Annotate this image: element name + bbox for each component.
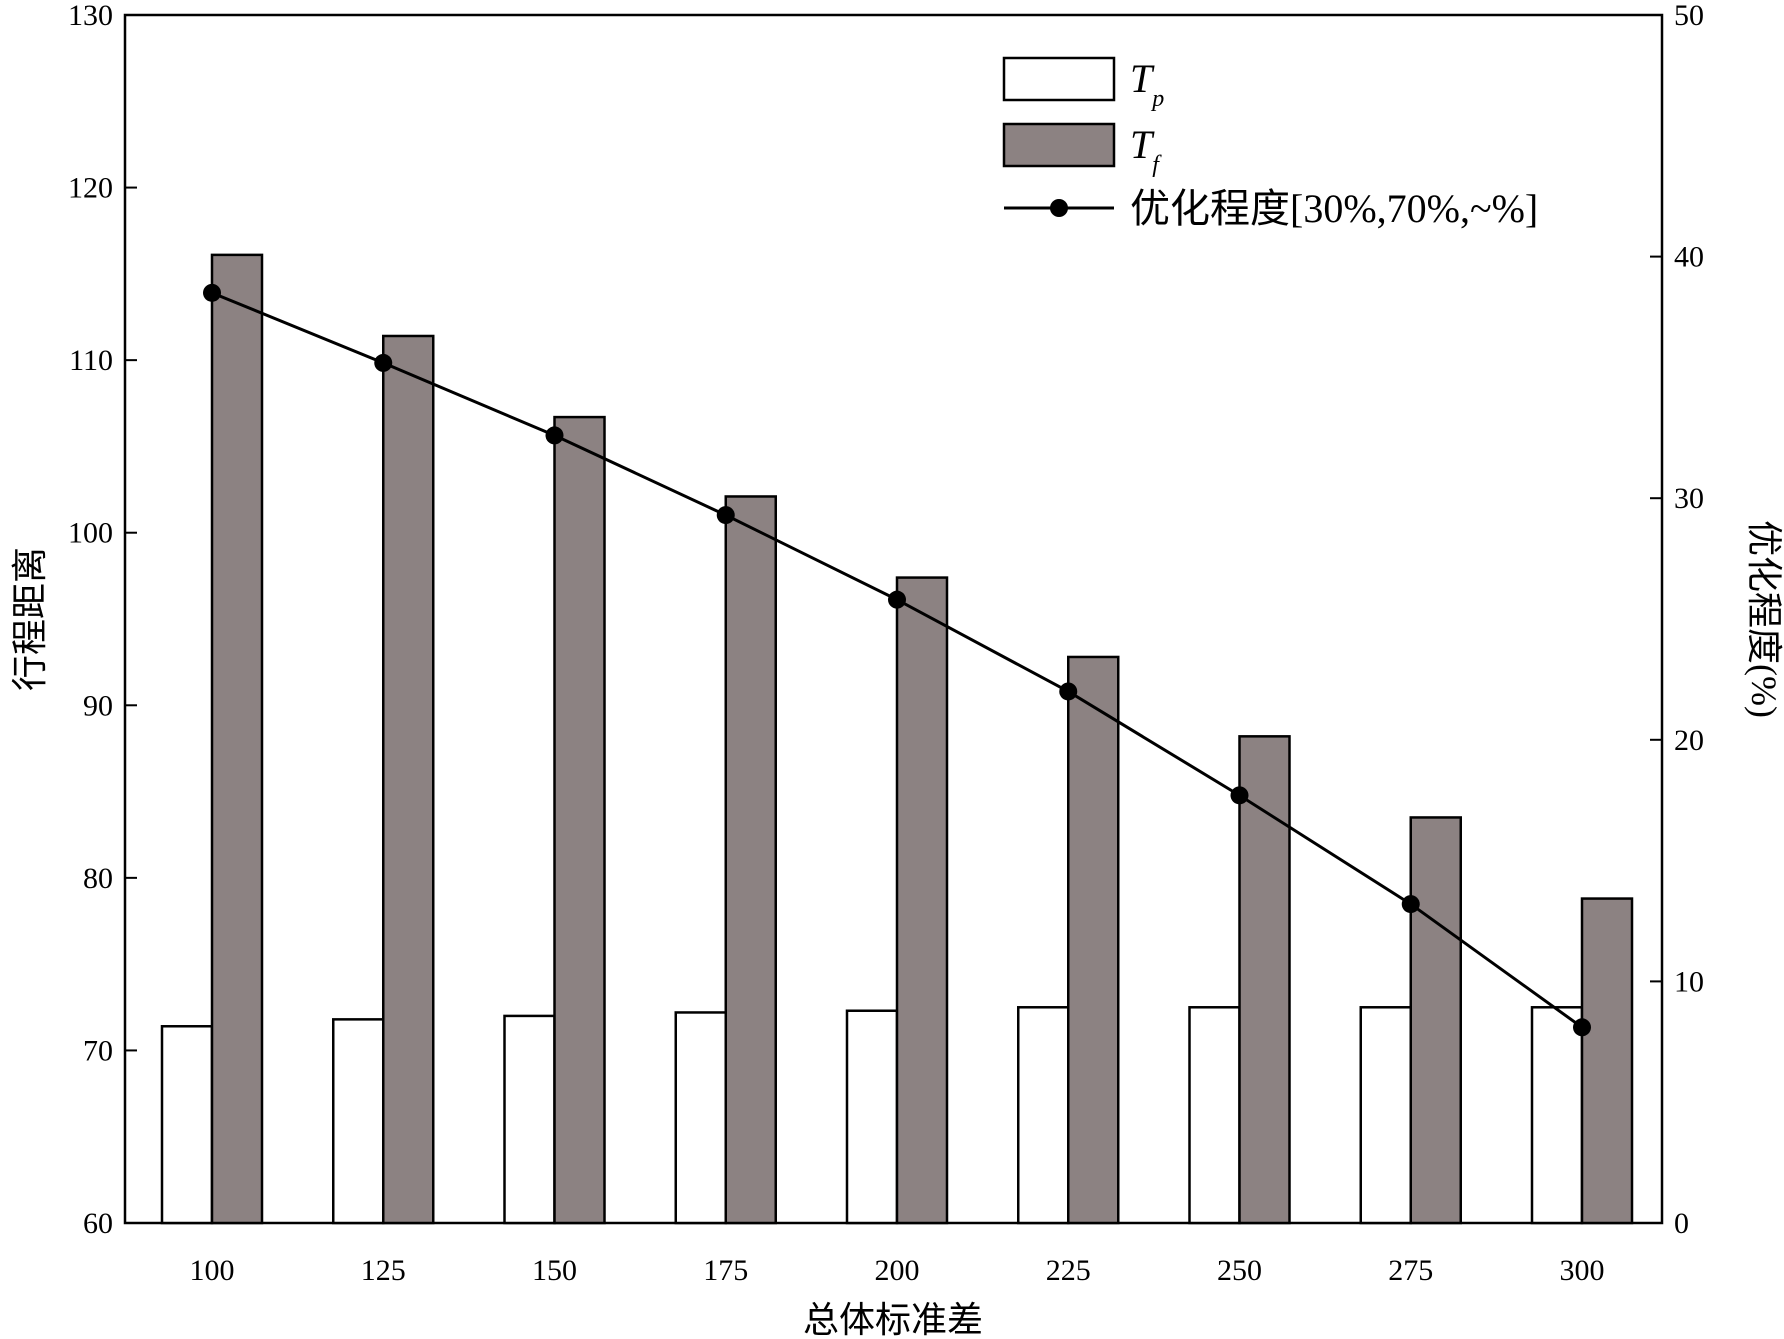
x-tick-label: 275 — [1388, 1254, 1433, 1287]
bar-tp — [1017, 1006, 1070, 1225]
x-tick-label: 100 — [190, 1254, 235, 1287]
x-tick-label: 200 — [875, 1254, 920, 1287]
legend-swatch-tf — [1002, 122, 1116, 168]
bar-tp — [503, 1014, 556, 1225]
x-axis: 100 125 150 175 200 225 250 275 300 — [190, 1254, 1605, 1287]
bar-tp — [1530, 1006, 1584, 1225]
bar-tf — [210, 253, 264, 1225]
line-point — [1401, 895, 1420, 914]
y2-tick-label: 10 — [1674, 965, 1704, 998]
bars-tf — [210, 253, 1634, 1225]
bar-tp — [160, 1025, 214, 1225]
y-tick-label: 130 — [68, 0, 113, 32]
y-tick-label: 80 — [83, 862, 113, 895]
y2-tick-label: 0 — [1674, 1207, 1689, 1240]
legend-label-tf: Tf — [1130, 122, 1162, 178]
legend-swatch-marker — [1050, 199, 1068, 217]
bar-tf — [724, 495, 777, 1225]
y-tick-label: 90 — [83, 689, 113, 722]
legend-label-line: 优化程度[30%,70%,~%] — [1130, 186, 1538, 231]
y2-tick-label: 50 — [1674, 0, 1704, 32]
x-tick-label: 175 — [703, 1254, 748, 1287]
bar-tp — [1188, 1006, 1241, 1225]
line-point — [888, 590, 906, 609]
bar-tf — [895, 576, 949, 1225]
x-tick-label: 225 — [1046, 1254, 1091, 1287]
line-point — [374, 353, 393, 372]
line-point — [716, 506, 735, 525]
bar-tf — [382, 334, 435, 1225]
line-point — [1059, 682, 1078, 701]
bar-tf — [1409, 816, 1462, 1225]
x-tick-label: 250 — [1217, 1254, 1262, 1287]
bars-tp — [160, 1006, 1584, 1225]
legend-swatch-tp — [1002, 56, 1116, 102]
y-tick-label: 70 — [83, 1034, 113, 1067]
x-tick-label: 300 — [1560, 1254, 1605, 1287]
y2-tick-label: 40 — [1674, 241, 1704, 274]
y2-axis-title: 优化程度(%) — [1744, 520, 1784, 718]
bar-tp — [674, 1011, 727, 1225]
x-tick-label: 125 — [361, 1254, 406, 1287]
line-point — [1573, 1018, 1591, 1037]
y2-tick-label: 20 — [1674, 724, 1704, 757]
y-axis-title: 行程距离 — [10, 547, 50, 691]
right-axis: 0 10 20 30 40 50 — [1650, 0, 1704, 1240]
line-point — [545, 426, 564, 445]
line-point — [203, 283, 221, 302]
line-series — [203, 283, 1591, 1037]
y-tick-label: 110 — [69, 344, 113, 377]
x-axis-title: 总体标准差 — [803, 1300, 983, 1339]
bar-tf — [1238, 735, 1291, 1225]
y-tick-label: 100 — [68, 517, 113, 550]
bar-tp — [1359, 1006, 1412, 1225]
x-tick-label: 150 — [532, 1254, 577, 1287]
legend: Tp Tf 优化程度[30%,70%,~%] — [1002, 56, 1538, 231]
bar-tf — [1580, 897, 1634, 1225]
left-axis: 60 70 80 90 100 110 120 130 — [68, 0, 137, 1240]
line-point — [1230, 786, 1249, 805]
legend-label-tp: Tp — [1130, 56, 1164, 112]
bar-tf — [553, 415, 606, 1225]
bar-tf — [1067, 655, 1120, 1225]
y-tick-label: 60 — [83, 1207, 113, 1240]
y-tick-label: 120 — [68, 172, 113, 205]
bar-tp — [332, 1018, 385, 1225]
y2-tick-label: 30 — [1674, 482, 1704, 515]
bar-tp — [845, 1009, 899, 1225]
